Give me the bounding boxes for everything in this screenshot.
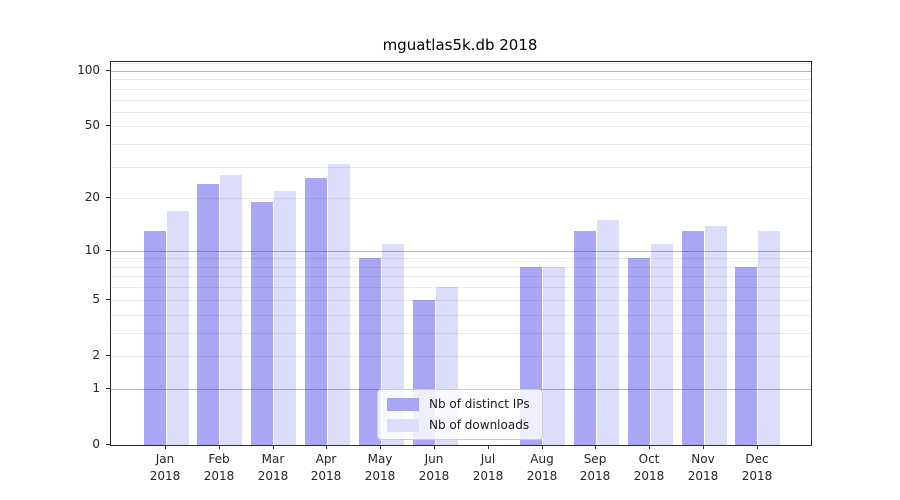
gridline-10 bbox=[111, 251, 811, 252]
chart-title: mguatlas5k.db 2018 bbox=[382, 36, 538, 54]
bar-downloads-nov bbox=[704, 225, 727, 445]
x-tick-label-may: May 2018 bbox=[364, 452, 396, 483]
legend-item-distinct-ips: Nb of distinct IPs bbox=[387, 397, 530, 411]
gridline-70 bbox=[111, 100, 811, 101]
gridline-40 bbox=[111, 144, 811, 145]
x-tick-mark-may bbox=[380, 445, 381, 449]
y-tick-mark-20 bbox=[106, 197, 111, 198]
bar-distinct-ips-dec bbox=[735, 266, 758, 445]
bar-downloads-dec bbox=[758, 231, 781, 445]
x-tick-label-jan: Jan 2018 bbox=[149, 452, 181, 483]
x-tick-label-jul: Jul 2018 bbox=[472, 452, 504, 483]
x-tick-mark-sep bbox=[595, 445, 596, 449]
gridline-90 bbox=[111, 79, 811, 80]
gridline-8 bbox=[111, 267, 811, 268]
legend-label: Nb of downloads bbox=[429, 418, 530, 432]
x-tick-label-aug: Aug 2018 bbox=[526, 452, 558, 483]
bar-downloads-feb bbox=[220, 174, 243, 445]
x-tick-label-oct: Oct 2018 bbox=[633, 452, 665, 483]
gridline-100 bbox=[111, 71, 811, 72]
x-tick-label-jun: Jun 2018 bbox=[418, 452, 450, 483]
legend-swatch-icon bbox=[387, 397, 419, 411]
x-tick-label-sep: Sep 2018 bbox=[579, 452, 611, 483]
gridline-110 bbox=[111, 63, 811, 64]
x-tick-mark-nov bbox=[703, 445, 704, 449]
x-tick-mark-dec bbox=[757, 445, 758, 449]
y-tick-mark-50 bbox=[106, 125, 111, 126]
x-tick-mark-jun bbox=[434, 445, 435, 449]
gridline-5 bbox=[111, 300, 811, 301]
y-tick-mark-100 bbox=[106, 70, 111, 71]
gridline-4 bbox=[111, 315, 811, 316]
y-tick-mark-2 bbox=[106, 355, 111, 356]
gridline-60 bbox=[111, 112, 811, 113]
y-tick-mark-10 bbox=[106, 250, 111, 251]
legend: Nb of distinct IPs Nb of downloads bbox=[377, 389, 543, 440]
bar-distinct-ips-sep bbox=[573, 231, 596, 445]
y-tick-label-50: 50 bbox=[84, 118, 100, 132]
bar-distinct-ips-may bbox=[358, 258, 381, 445]
x-tick-label-feb: Feb 2018 bbox=[203, 452, 235, 483]
bar-downloads-apr bbox=[327, 164, 350, 445]
x-tick-mark-aug bbox=[542, 445, 543, 449]
y-tick-label-100: 100 bbox=[77, 63, 100, 77]
gridline-3 bbox=[111, 333, 811, 334]
y-tick-mark-5 bbox=[106, 299, 111, 300]
bar-downloads-jan bbox=[166, 210, 189, 445]
bar-distinct-ips-apr bbox=[304, 177, 327, 445]
gridline-50 bbox=[111, 126, 811, 127]
gridline-9 bbox=[111, 258, 811, 259]
plot-area: Nb of distinct IPs Nb of downloads bbox=[110, 61, 812, 446]
gridline-2 bbox=[111, 356, 811, 357]
y-tick-label-0: 0 bbox=[92, 437, 100, 451]
y-tick-mark-1 bbox=[106, 388, 111, 389]
x-tick-label-apr: Apr 2018 bbox=[310, 452, 342, 483]
bar-downloads-aug bbox=[543, 266, 566, 445]
bar-distinct-ips-feb bbox=[197, 184, 220, 445]
x-tick-label-dec: Dec 2018 bbox=[741, 452, 773, 483]
x-tick-label-mar: Mar 2018 bbox=[257, 452, 289, 483]
bar-distinct-ips-jan bbox=[143, 231, 166, 445]
x-tick-label-nov: Nov 2018 bbox=[687, 452, 719, 483]
bar-downloads-sep bbox=[596, 220, 619, 445]
legend-swatch-icon bbox=[387, 418, 419, 432]
bar-distinct-ips-mar bbox=[251, 202, 274, 445]
y-tick-mark-0 bbox=[106, 444, 111, 445]
gridline-80 bbox=[111, 89, 811, 90]
gridline-30 bbox=[111, 167, 811, 168]
bar-downloads-mar bbox=[274, 190, 297, 445]
gridline-20 bbox=[111, 198, 811, 199]
bar-distinct-ips-nov bbox=[681, 231, 704, 445]
y-tick-label-10: 10 bbox=[84, 243, 100, 257]
x-tick-mark-oct bbox=[649, 445, 650, 449]
x-tick-mark-jul bbox=[488, 445, 489, 449]
legend-label: Nb of distinct IPs bbox=[429, 397, 530, 411]
y-tick-label-1: 1 bbox=[92, 381, 100, 395]
gridline-7 bbox=[111, 276, 811, 277]
x-tick-mark-jan bbox=[165, 445, 166, 449]
x-tick-mark-feb bbox=[219, 445, 220, 449]
bar-distinct-ips-oct bbox=[627, 258, 650, 445]
bar-downloads-oct bbox=[650, 243, 673, 445]
x-tick-mark-mar bbox=[273, 445, 274, 449]
y-tick-label-5: 5 bbox=[92, 292, 100, 306]
y-tick-label-20: 20 bbox=[84, 190, 100, 204]
gridline-6 bbox=[111, 287, 811, 288]
y-tick-label-2: 2 bbox=[92, 348, 100, 362]
x-tick-mark-apr bbox=[326, 445, 327, 449]
legend-item-downloads: Nb of downloads bbox=[387, 418, 530, 432]
